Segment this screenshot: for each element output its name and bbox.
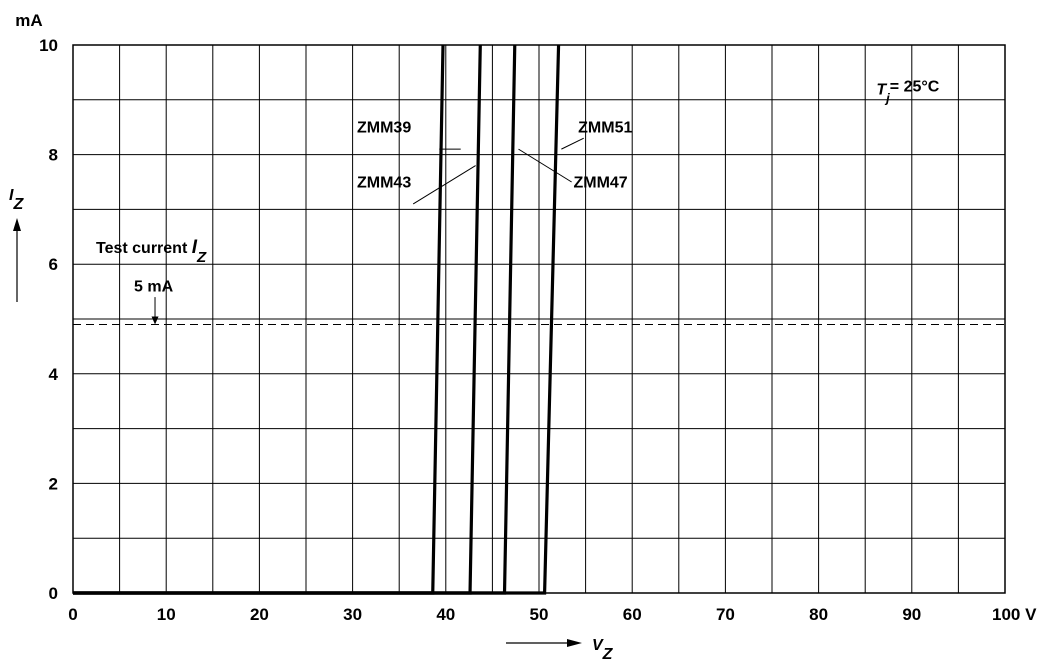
x-tick-labels: 0 10 20 30 40 50 60 70 80 90 100 V [68, 605, 1037, 624]
x-tick-label: 10 [157, 605, 176, 624]
series-label-zmm51: ZMM51 [578, 120, 632, 137]
x-axis-label: VZ [592, 637, 614, 663]
y-tick-label: 6 [49, 255, 58, 274]
y-tick-label: 10 [39, 36, 58, 55]
x-tick-label: 90 [902, 605, 921, 624]
x-tick-label: 40 [436, 605, 455, 624]
series-leader-line [561, 137, 584, 150]
y-tick-label: 0 [49, 584, 58, 603]
y-tick-labels: 0 2 4 6 8 10 mA [15, 11, 58, 603]
test-current-value-label: 5 mA [134, 279, 174, 296]
x-tick-label: 50 [530, 605, 549, 624]
test-current-label: Test current IZ [96, 237, 207, 265]
series-leader-line [518, 148, 572, 183]
x-tick-label: 100 V [992, 605, 1037, 624]
series-label-zmm47: ZMM47 [573, 174, 627, 191]
series-lines [73, 44, 561, 595]
x-tick-label: 80 [809, 605, 828, 624]
x-axis-arrow-head [567, 639, 582, 647]
x-tick-label: 30 [343, 605, 362, 624]
series-label-zmm43: ZMM43 [357, 174, 411, 191]
y-tick-label: 2 [49, 474, 58, 493]
x-tick-label: 60 [623, 605, 642, 624]
y-tick-label: 4 [49, 365, 59, 384]
test-current-arrow-head [151, 316, 159, 325]
condition-label: Tj= 25°C [876, 78, 939, 105]
y-axis-label: IZ [9, 187, 24, 213]
grid [73, 45, 1005, 593]
y-tick-label: 8 [49, 146, 58, 165]
annotations: ZMM39 ZMM43 ZMM47 ZMM51 Tj= 25°C Test current… [9, 78, 1005, 663]
x-tick-label: 0 [68, 605, 77, 624]
x-tick-label: 70 [716, 605, 735, 624]
y-axis-arrow-head [13, 218, 21, 231]
series-line-zmm51 [73, 44, 561, 595]
x-tick-label: 20 [250, 605, 269, 624]
y-unit-label: mA [15, 11, 42, 30]
series-label-zmm39: ZMM39 [357, 120, 411, 137]
series-leader-line [412, 165, 476, 205]
